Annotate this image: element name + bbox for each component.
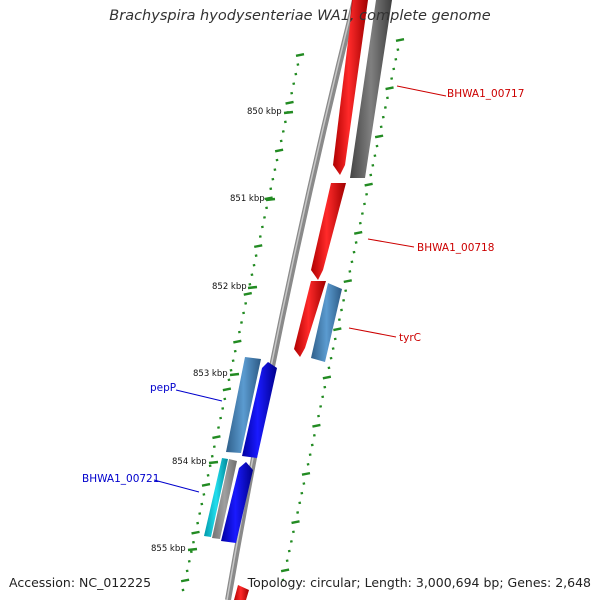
ruler-major-tick <box>230 374 239 375</box>
ruler-major-tick <box>209 462 218 463</box>
ruler-label-854kbp: 854 kbp <box>172 457 207 467</box>
ruler-major-tick <box>188 549 197 550</box>
ruler-tick <box>375 136 383 138</box>
ruler-tick <box>312 425 320 427</box>
gene-label-bhwa1-00718: BHWA1_00718 <box>417 242 494 254</box>
ruler-tick <box>192 532 200 534</box>
ruler-label-853kbp: 853 kbp <box>193 369 228 379</box>
ruler-tick <box>323 377 331 379</box>
gene-bhwa1-00718-red <box>311 183 346 280</box>
ruler-tick <box>281 570 289 572</box>
ruler-tick <box>212 436 220 438</box>
ruler-tick <box>254 245 262 247</box>
ruler-tick <box>344 280 352 282</box>
ruler-tick <box>275 150 283 152</box>
leader-bhwa1-00718 <box>368 239 414 247</box>
ruler-tick <box>286 102 294 104</box>
leader-bhwa1-00721 <box>154 480 199 492</box>
ruler-major-tick <box>284 112 293 113</box>
gene-label-bhwa1-00721: BHWA1_00721 <box>82 473 159 485</box>
ruler-tick <box>396 39 404 41</box>
ruler-tick <box>354 232 362 234</box>
gene-label-bhwa1-00717: BHWA1_00717 <box>447 88 524 100</box>
ruler-tick <box>333 328 341 330</box>
ruler-major-tick <box>248 287 257 288</box>
ruler-tick <box>202 484 210 486</box>
ruler-tick <box>223 389 231 391</box>
ruler-label-850kbp: 850 kbp <box>247 107 282 117</box>
ruler-tick <box>296 54 304 56</box>
ruler-tick <box>181 580 189 582</box>
gene-label-pepp: pepP <box>150 382 176 394</box>
ruler-label-851kbp: 851 kbp <box>230 194 265 204</box>
map-title: Brachyspira hyodysenteriae WA1, complete… <box>0 8 600 24</box>
ruler-tick <box>386 87 394 89</box>
ruler-tick <box>302 473 310 475</box>
leader-bhwa1-00717 <box>397 86 446 96</box>
accession-text: Accession: NC_012225 <box>9 575 151 590</box>
gene-label-tyrc: tyrC <box>399 332 421 344</box>
ruler-tick <box>292 521 300 523</box>
topology-text: Topology: circular; Length: 3,000,694 bp… <box>248 575 591 590</box>
ruler-label-852kbp: 852 kbp <box>212 282 247 292</box>
leader-tyrc <box>349 328 396 337</box>
ruler-tick <box>233 341 241 343</box>
ruler-tick <box>244 293 252 295</box>
ruler-label-855kbp: 855 kbp <box>151 544 186 554</box>
ruler-major-tick <box>266 199 275 200</box>
ruler-tick <box>365 184 373 186</box>
leader-pepp <box>176 390 222 401</box>
